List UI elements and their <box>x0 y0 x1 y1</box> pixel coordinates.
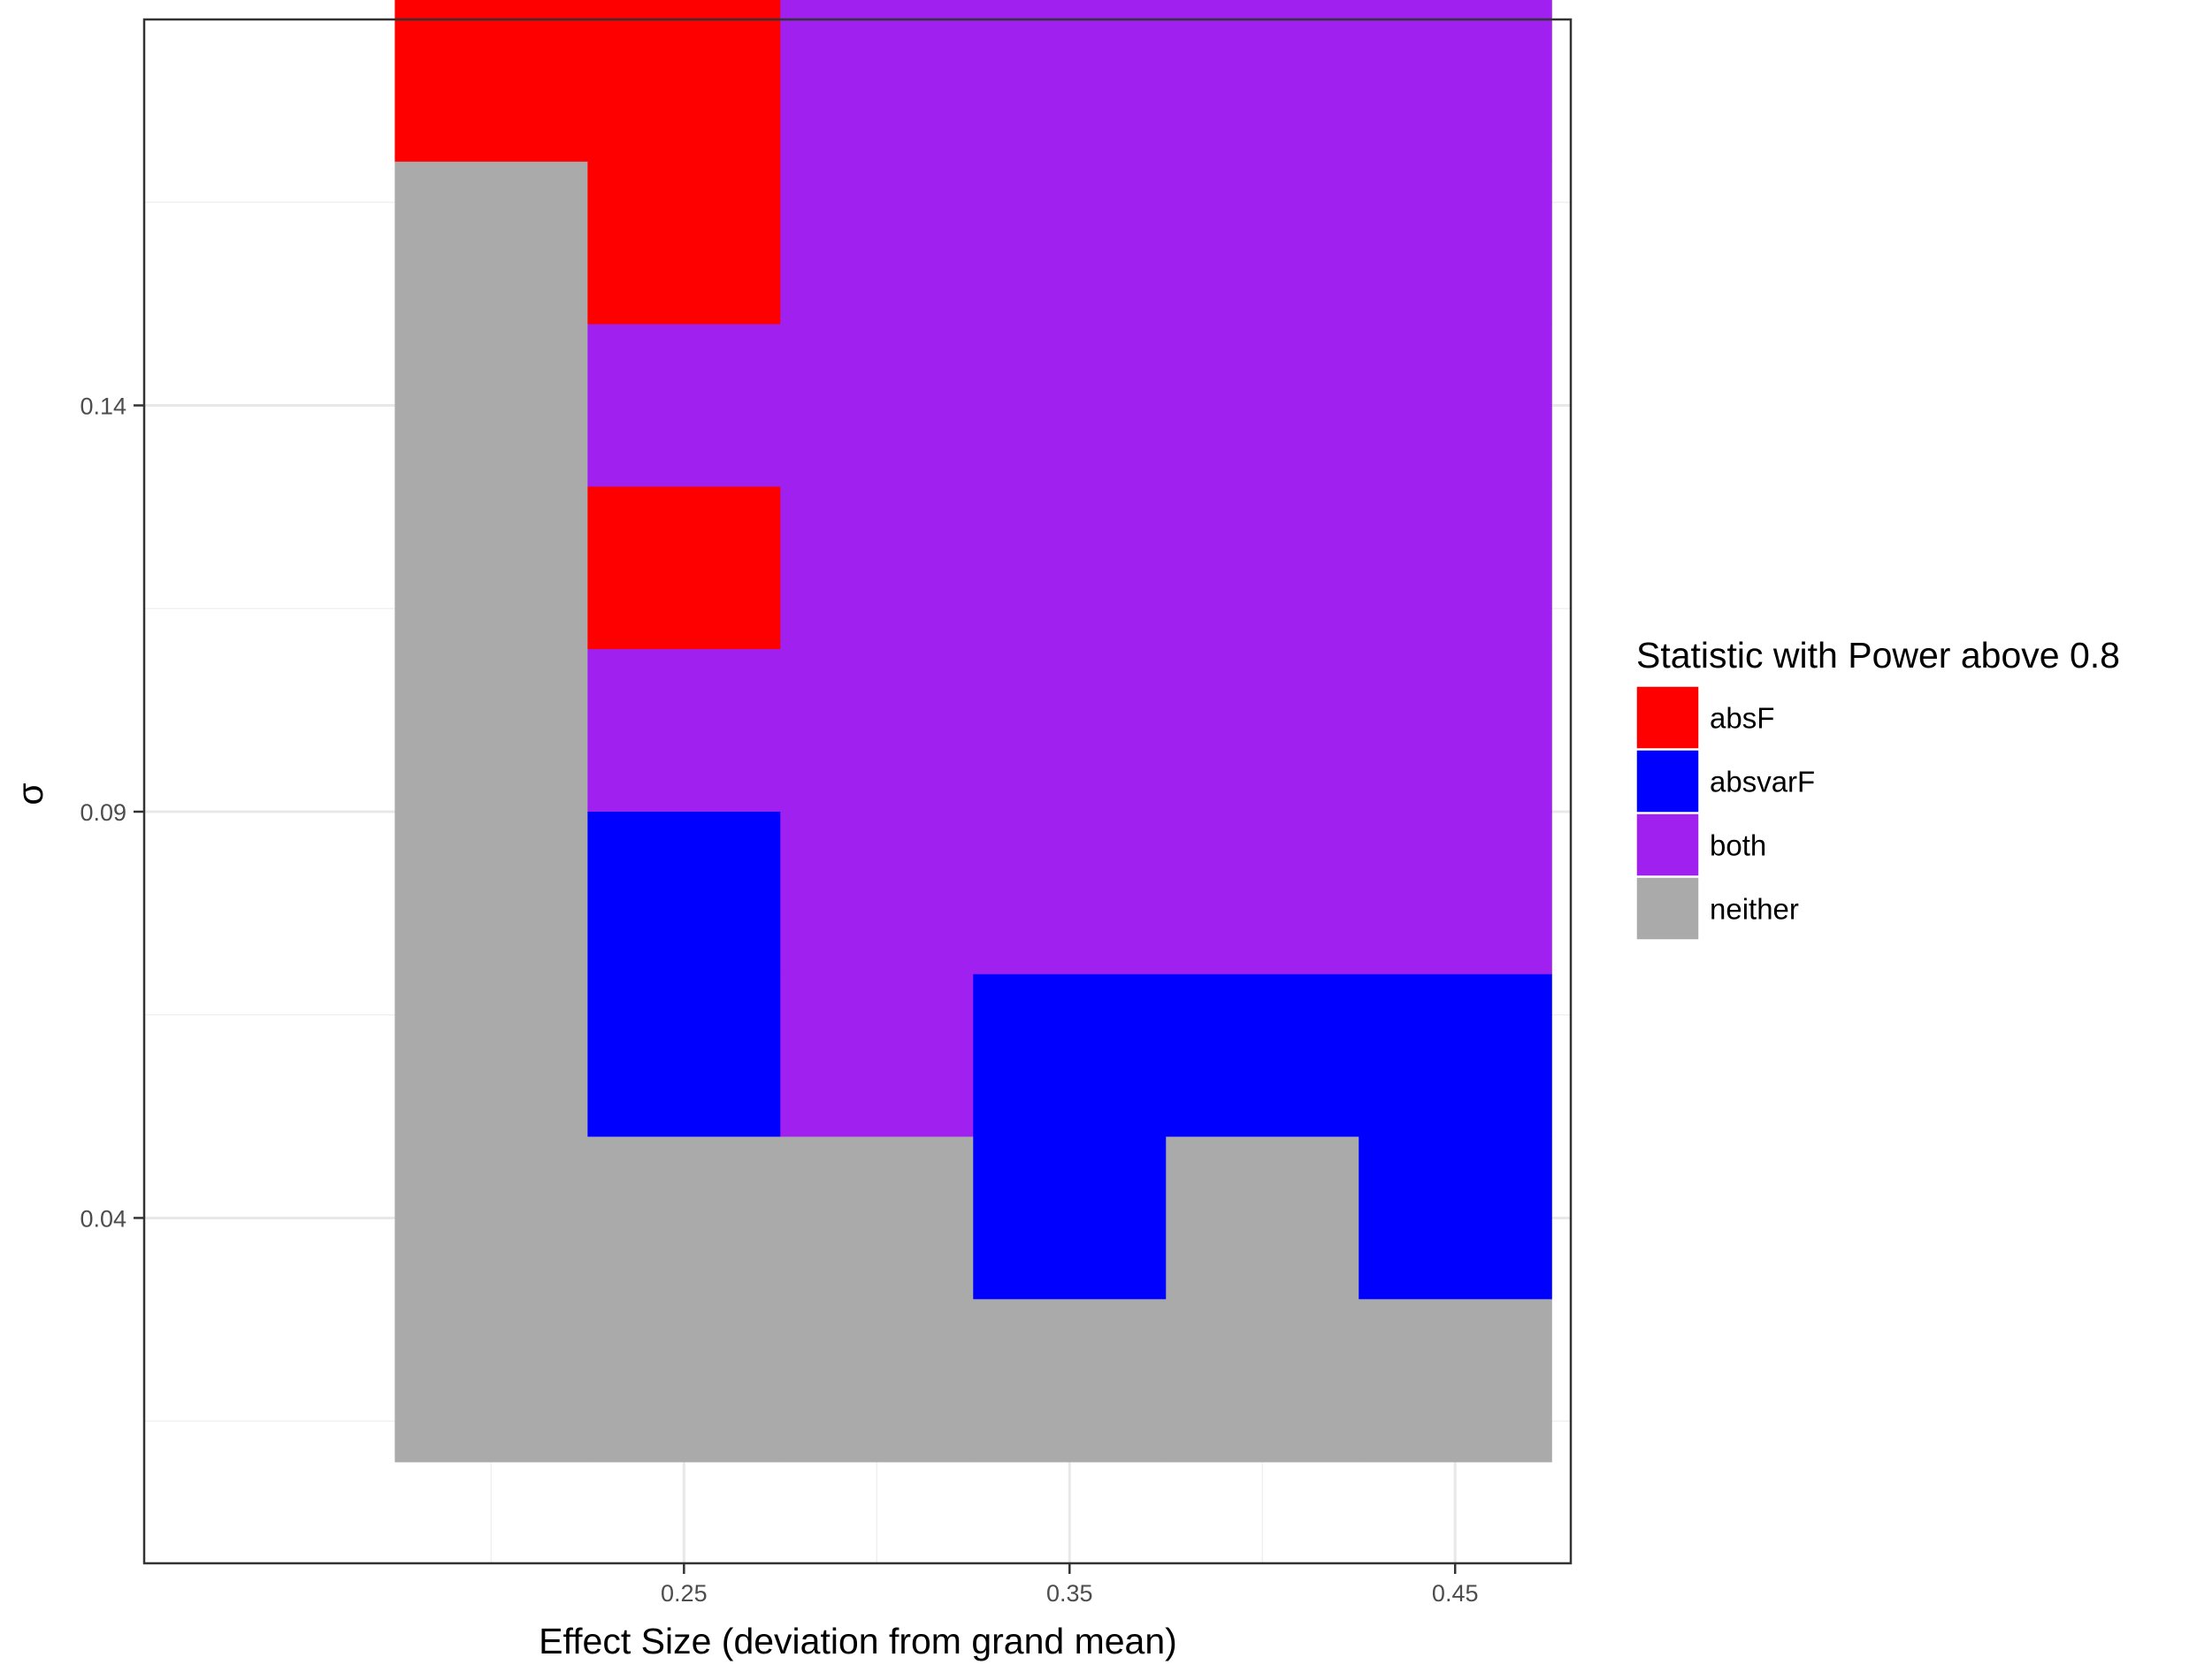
heatmap-cell-neither <box>394 324 588 487</box>
heatmap-cell-absvarF <box>587 974 781 1138</box>
x-tick-label: 0.45 <box>1432 1580 1479 1607</box>
heatmap-cell-both <box>1166 161 1359 325</box>
heatmap-cell-both <box>780 649 974 813</box>
heatmap-cell-both <box>780 324 974 487</box>
heatmap-cell-neither <box>587 1136 781 1300</box>
heatmap-cell-both <box>1166 811 1359 975</box>
heatmap-cell-neither <box>394 161 588 325</box>
heatmap-cell-neither <box>394 811 588 975</box>
y-tick-label: 0.09 <box>80 799 126 826</box>
legend-label-neither: neither <box>1710 893 1799 926</box>
heatmap-cell-absF <box>587 0 781 163</box>
heatmap-cell-both <box>973 0 1167 163</box>
heatmap-cell-both <box>1166 324 1359 487</box>
legend-title: Statistic with Power above 0.8 <box>1636 635 2120 676</box>
heatmap-cell-both <box>973 324 1167 487</box>
y-axis-title: σ <box>10 783 50 805</box>
heatmap-cell-absF <box>394 0 588 163</box>
heatmap-cell-absvarF <box>1359 974 1552 1138</box>
heatmap-cell-both <box>1359 649 1552 813</box>
heatmap-cell-neither <box>1166 1136 1359 1300</box>
heatmap-cell-absvarF <box>973 974 1167 1138</box>
heatmap-cell-absF <box>587 486 781 650</box>
legend: Statistic with Power above 0.8 absF absva… <box>1635 635 2120 941</box>
heatmap-cell-both <box>1166 486 1359 650</box>
legend-key-absvarF <box>1635 749 1700 813</box>
heatmap-cell-absvarF <box>973 1136 1167 1300</box>
heatmap-cell-both <box>1359 324 1552 487</box>
legend-label-absF: absF <box>1710 702 1774 735</box>
legend-key-absF <box>1635 685 1700 750</box>
heatmap-cell-both <box>1166 0 1359 163</box>
heatmap-cell-both <box>780 161 974 325</box>
legend-key-neither <box>1635 876 1700 941</box>
heatmap-cell-both <box>973 161 1167 325</box>
heatmap-cell-neither <box>394 649 588 813</box>
heatmap-cell-both <box>587 324 781 487</box>
heatmap-cell-both <box>780 974 974 1138</box>
heatmap-cell-neither <box>394 486 588 650</box>
heatmap-cell-absvarF <box>587 811 781 975</box>
heatmap-cell-neither <box>394 974 588 1138</box>
heatmap-cell-both <box>973 486 1167 650</box>
heatmap-cell-neither <box>1359 1299 1552 1462</box>
heatmap-cell-both <box>1166 649 1359 813</box>
heatmap-cell-neither <box>780 1299 974 1462</box>
heatmap-cell-neither <box>394 1136 588 1300</box>
legend-label-absvarF: absvarF <box>1710 766 1815 798</box>
x-tick-label: 0.25 <box>661 1580 708 1607</box>
y-tick-label: 0.14 <box>80 393 126 420</box>
heatmap-cell-neither <box>587 1299 781 1462</box>
heatmap-cell-both <box>780 486 974 650</box>
heatmap-cell-both <box>973 649 1167 813</box>
heatmap-cell-neither <box>780 1136 974 1300</box>
heatmap-cell-both <box>780 811 974 975</box>
axes: 0.25 0.35 0.45 0.04 0.09 0.14 <box>80 393 1478 1607</box>
heatmap-cell-both <box>1359 0 1552 163</box>
legend-entries: absF absvarF both neither <box>1635 685 1815 941</box>
heatmap-cell-neither <box>394 1299 588 1462</box>
heatmap-cell-absF <box>587 161 781 325</box>
heatmap-cells <box>394 0 1552 1462</box>
legend-key-both <box>1635 813 1700 877</box>
heatmap-cell-neither <box>973 1299 1167 1462</box>
heatmap-cell-both <box>780 0 974 163</box>
heatmap-cell-absvarF <box>1359 1136 1552 1300</box>
x-tick-label: 0.35 <box>1046 1580 1093 1607</box>
heatmap-cell-both <box>1359 486 1552 650</box>
y-tick-label: 0.04 <box>80 1205 126 1232</box>
x-axis-title: Effect Size (deviation from grand mean) <box>539 1621 1177 1661</box>
heatmap-cell-both <box>587 649 781 813</box>
panel-border <box>142 18 1573 1565</box>
heatmap-cell-neither <box>1166 1299 1359 1462</box>
legend-label-both: both <box>1710 829 1766 862</box>
heatmap-cell-both <box>973 811 1167 975</box>
heatmap-cell-both <box>1359 811 1552 975</box>
heatmap-cell-both <box>1359 161 1552 325</box>
heatmap-cell-absvarF <box>1166 974 1359 1138</box>
